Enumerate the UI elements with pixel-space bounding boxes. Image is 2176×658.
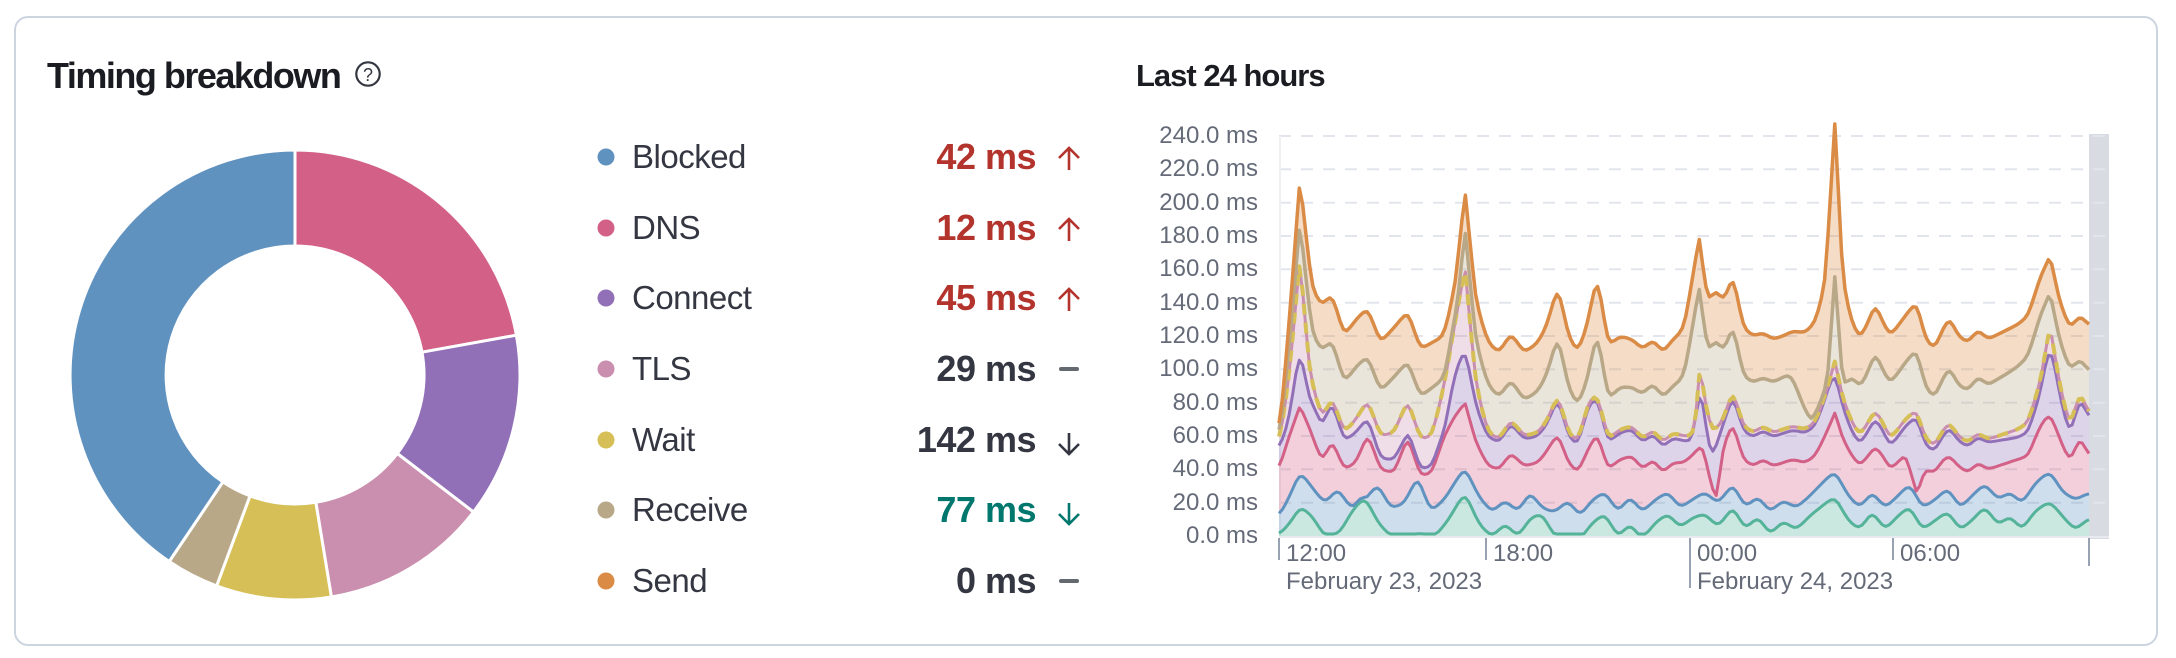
svg-text:?: ? (363, 65, 373, 85)
